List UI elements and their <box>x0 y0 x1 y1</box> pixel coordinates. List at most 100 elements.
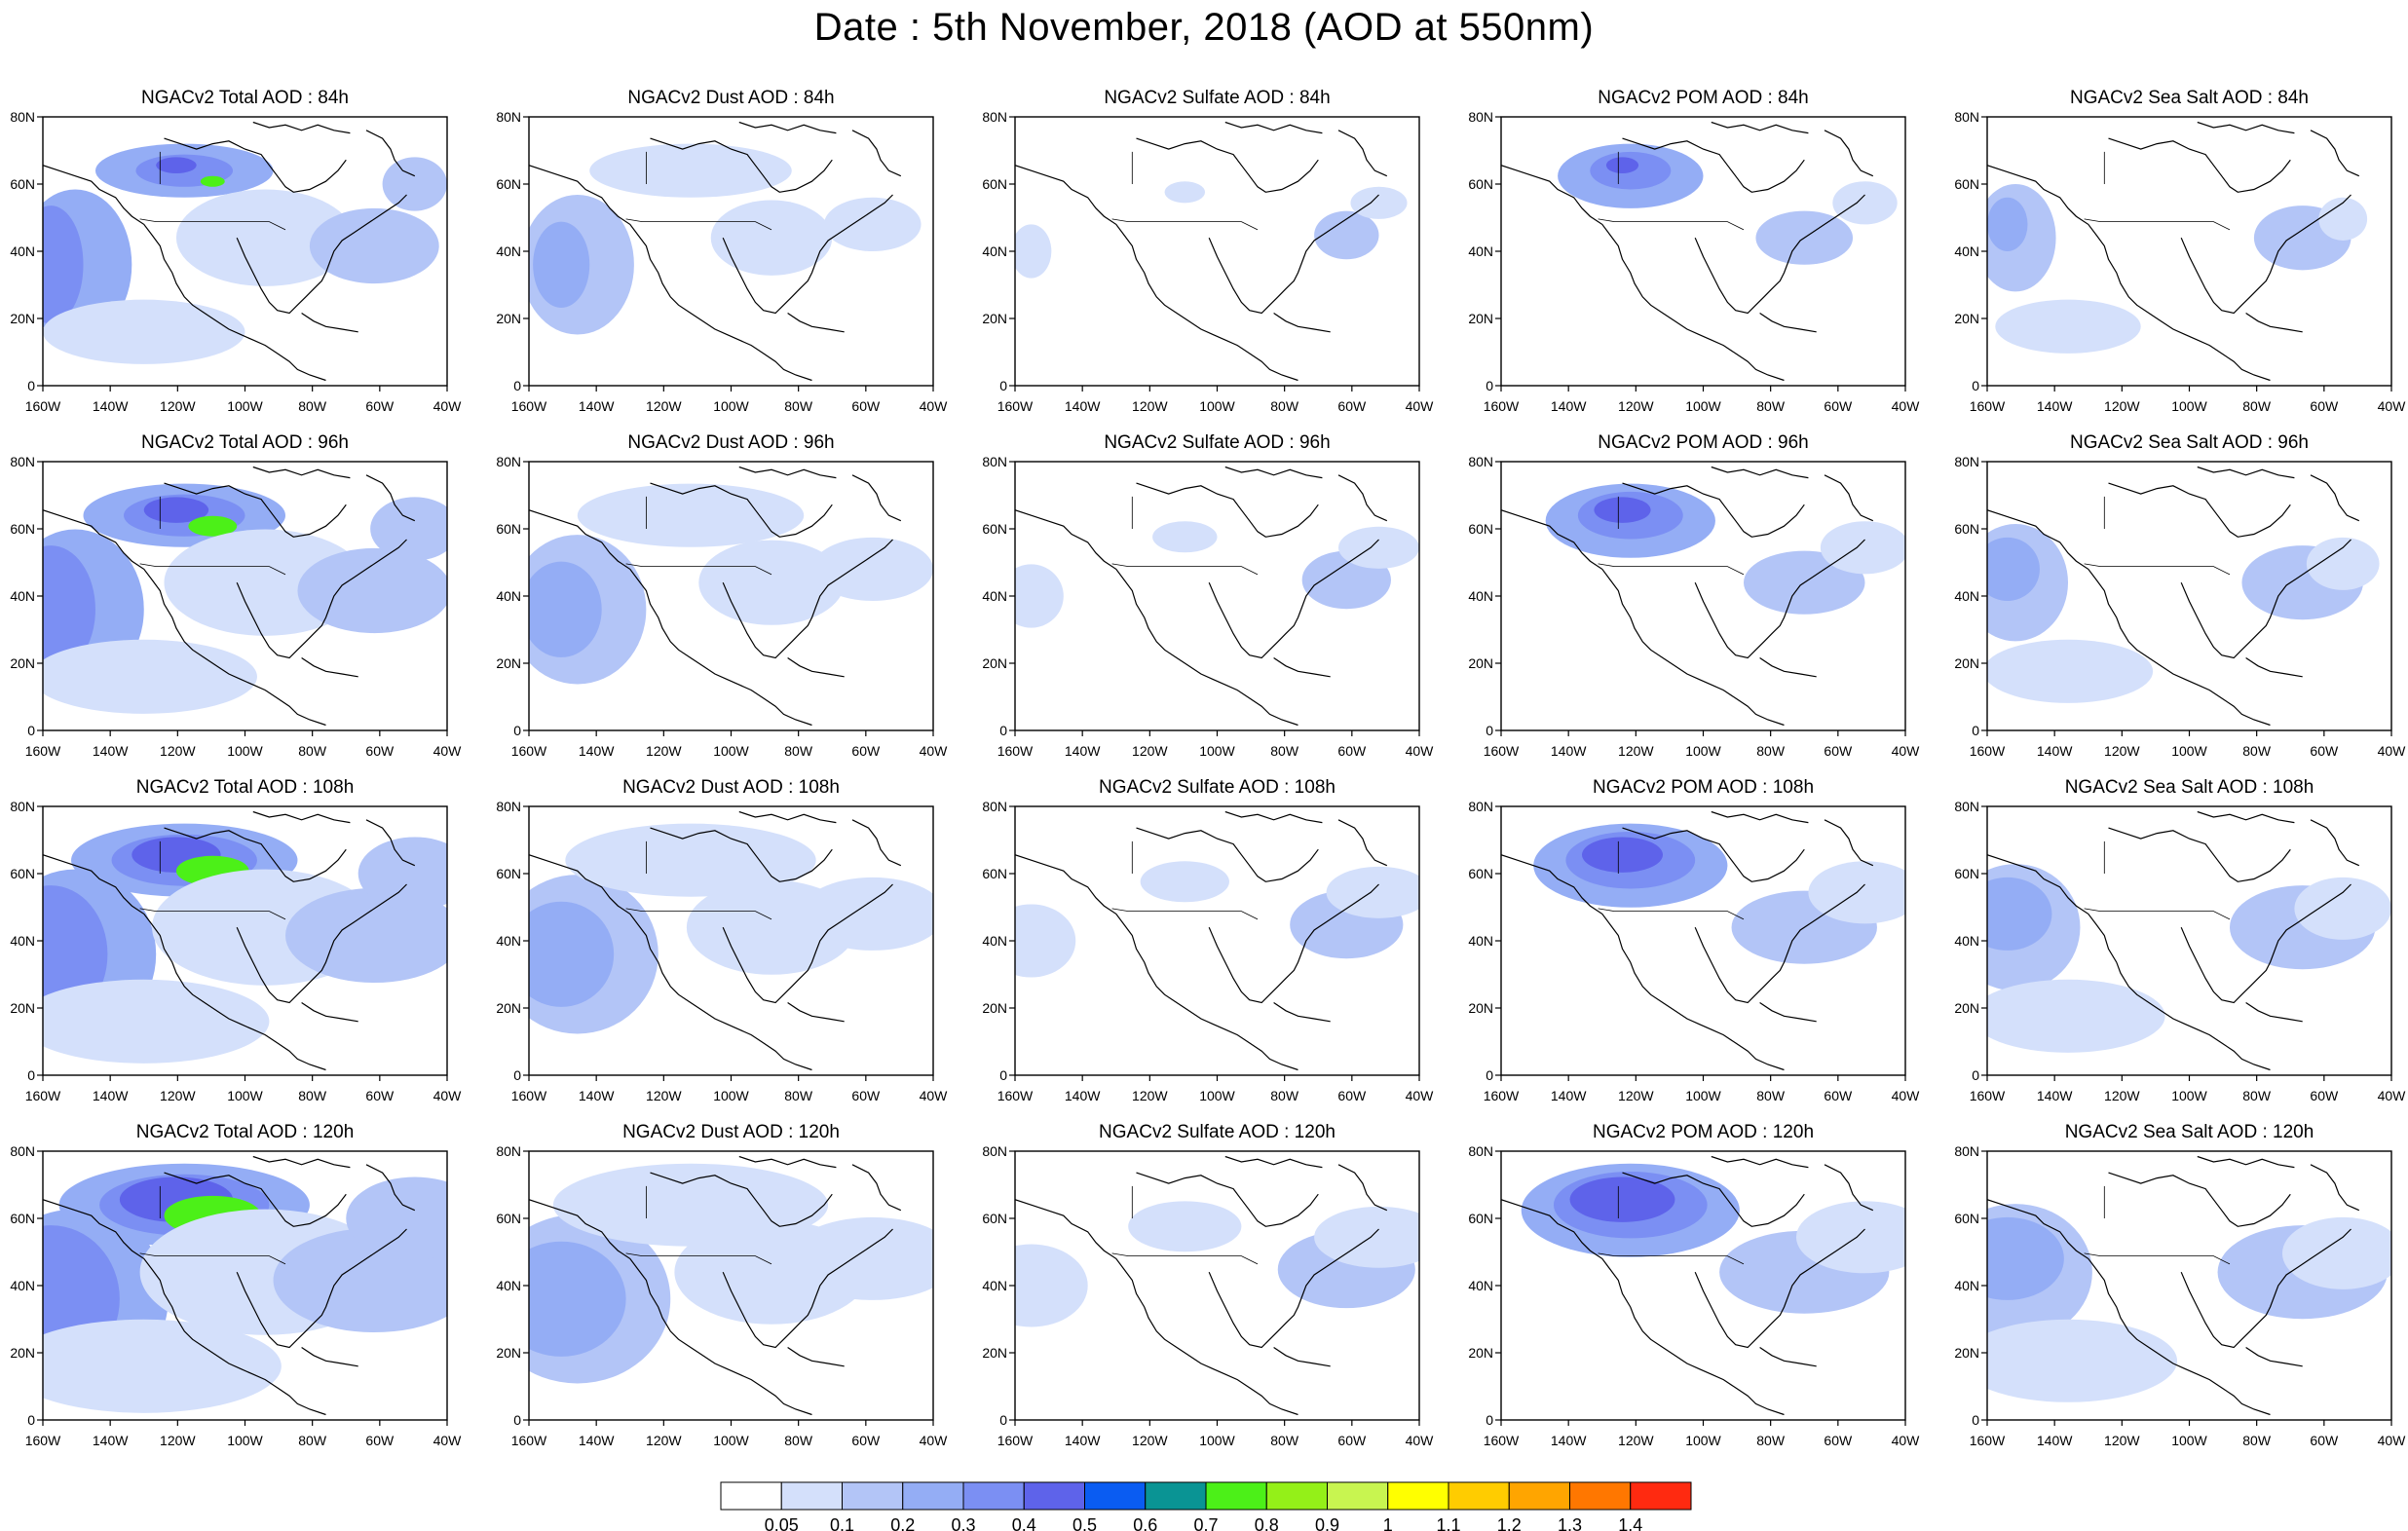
lon-tick-label: 40W <box>2378 398 2407 414</box>
panel-title: NGACv2 Dust AOD : 120h <box>622 1122 840 1142</box>
aod-contour <box>1795 1201 1905 1274</box>
coastline <box>164 137 347 193</box>
lon-tick-label: 80W <box>1270 1433 1299 1448</box>
lat-tick-label: 40N <box>10 588 35 604</box>
coastline <box>1987 1199 2271 1416</box>
coastline <box>43 1199 326 1416</box>
coastline <box>650 137 833 193</box>
coastline <box>1987 509 2271 727</box>
coastline <box>851 474 902 522</box>
lon-tick-label: 80W <box>298 1433 327 1448</box>
lat-tick-label: 60N <box>1954 1211 1979 1226</box>
country-border <box>1111 1252 1259 1265</box>
lat-tick-label: 0 <box>999 723 1007 738</box>
lon-tick-label: 120W <box>1618 743 1654 759</box>
coastline <box>529 1199 812 1416</box>
aod-field <box>529 1163 933 1384</box>
coastline <box>365 819 416 867</box>
coastline <box>1694 194 1865 315</box>
lon-tick-label: 120W <box>160 1433 196 1448</box>
map-panel: NGACv2 Sea Salt AOD : 96h 0 20N 40N 60N 80N 16… <box>1954 432 2406 759</box>
lat-tick-label: 40N <box>982 243 1007 259</box>
lon-tick-label: 40W <box>1892 398 1921 414</box>
coastline <box>236 883 407 1004</box>
lon-tick-label: 100W <box>1685 743 1721 759</box>
lat-tick-label: 40N <box>1954 1278 1979 1293</box>
lat-tick-label: 60N <box>1954 176 1979 192</box>
coastline <box>236 1228 407 1349</box>
coastlines <box>529 810 902 1071</box>
lat-tick-label: 20N <box>10 1000 35 1016</box>
lon-tick-label: 40W <box>1406 1433 1435 1448</box>
map-panel: NGACv2 POM AOD : 108h 0 20N 40N 60N 80N 160W 14… <box>1468 777 1920 1103</box>
lon-tick-label: 140W <box>2037 1088 2073 1103</box>
aod-contour <box>529 1241 626 1357</box>
lon-tick-label: 100W <box>713 398 749 414</box>
coastline <box>650 1172 833 1227</box>
coastlines <box>1501 121 1874 382</box>
panel-title: NGACv2 Total AOD : 96h <box>141 432 349 453</box>
lon-tick-label: 160W <box>25 743 61 759</box>
aod-contour <box>1128 1201 1242 1252</box>
panel-title: NGACv2 Sulfate AOD : 120h <box>1099 1122 1336 1142</box>
lat-tick-label: 80N <box>10 799 35 814</box>
lon-tick-label: 80W <box>784 398 813 414</box>
lon-tick-label: 100W <box>2171 1433 2207 1448</box>
lat-tick-label: 40N <box>496 933 521 949</box>
coastlines <box>43 121 416 382</box>
coastline <box>1273 1002 1331 1023</box>
panel-title: NGACv2 Total AOD : 120h <box>136 1122 355 1142</box>
lat-tick-label: 60N <box>10 176 35 192</box>
aod-field <box>1015 861 1419 978</box>
lat-tick-label: 80N <box>496 109 521 125</box>
lon-tick-label: 60W <box>1824 1088 1853 1103</box>
lon-tick-label: 160W <box>1484 1088 1520 1103</box>
lat-tick-label: 20N <box>496 1000 521 1016</box>
aod-contour <box>1140 861 1229 903</box>
lat-tick-label: 0 <box>513 1412 521 1428</box>
country-border <box>1111 563 1259 576</box>
lon-tick-label: 160W <box>25 1433 61 1448</box>
lon-tick-label: 80W <box>1756 1433 1786 1448</box>
lat-tick-label: 40N <box>10 243 35 259</box>
coastline <box>738 810 837 824</box>
country-border <box>2084 563 2231 576</box>
lon-tick-label: 60W <box>1337 743 1367 759</box>
coastline <box>2245 657 2303 678</box>
lon-tick-label: 100W <box>227 743 263 759</box>
lon-tick-label: 160W <box>511 743 547 759</box>
lon-tick-label: 120W <box>2104 1088 2140 1103</box>
lon-tick-label: 160W <box>1970 1433 2006 1448</box>
coastline <box>1622 1172 1805 1227</box>
aod-field <box>43 1163 447 1413</box>
coastline <box>236 539 407 659</box>
map-panel: NGACv2 Total AOD : 84h 0 20N 40N 60N 80N 160W 1… <box>10 88 462 414</box>
figure-title: Date : 5th November, 2018 (AOD at 550nm) <box>813 6 1595 49</box>
map-panel: NGACv2 Sulfate AOD : 96h 0 20N 40N 60N 80N 160… <box>982 432 1434 759</box>
coastlines <box>529 1155 902 1416</box>
coastline <box>1208 1228 1379 1349</box>
coastline <box>1273 1347 1331 1367</box>
coastlines <box>1501 1155 1874 1416</box>
lat-tick-label: 0 <box>1972 723 1979 738</box>
coastlines <box>529 121 902 382</box>
coastline <box>252 121 351 134</box>
coastlines <box>1987 121 2360 382</box>
lat-tick-label: 0 <box>27 378 35 393</box>
lat-tick-label: 80N <box>1954 109 1979 125</box>
map-panel: NGACv2 Sea Salt AOD : 120h 0 20N 40N 60N 80N 1… <box>1954 1122 2406 1448</box>
aod-contour <box>1326 866 1419 918</box>
aod-contour <box>1569 1176 1675 1222</box>
lat-tick-label: 20N <box>10 311 35 326</box>
coastline <box>2108 482 2291 538</box>
coastlines <box>1015 121 1388 382</box>
lat-tick-label: 0 <box>513 1067 521 1083</box>
coastline <box>2245 313 2303 333</box>
lat-tick-label: 60N <box>982 1211 1007 1226</box>
lon-tick-label: 100W <box>1685 1088 1721 1103</box>
aod-contour <box>43 979 270 1064</box>
lon-tick-label: 140W <box>93 1433 129 1448</box>
lon-tick-label: 120W <box>160 743 196 759</box>
lat-tick-label: 20N <box>1954 1000 1979 1016</box>
lon-tick-label: 60W <box>1337 398 1367 414</box>
